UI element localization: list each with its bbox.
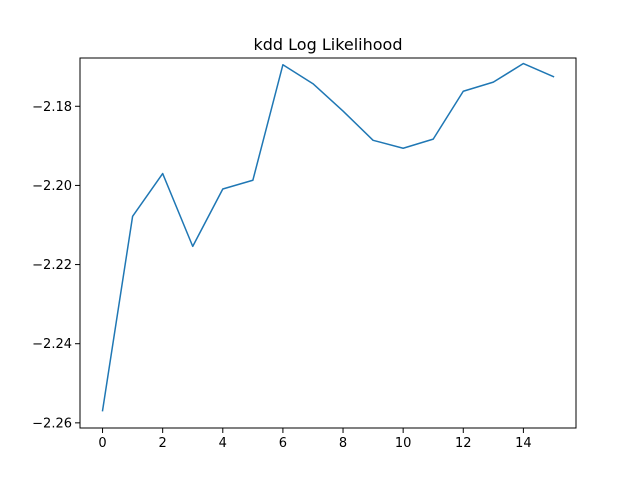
x-tick-label: 4 xyxy=(219,436,227,451)
x-tick-label: 12 xyxy=(455,436,472,451)
x-tick-label: 6 xyxy=(279,436,287,451)
plot-series-group xyxy=(101,62,555,412)
x-tick-label: 10 xyxy=(395,436,412,451)
y-tick-label: −2.26 xyxy=(32,416,72,431)
x-tick-label: 0 xyxy=(98,436,106,451)
x-tick-label: 8 xyxy=(339,436,347,451)
y-axis: −2.26 −2.24 −2.22 −2.20 −2.18 xyxy=(32,100,80,431)
x-tick-label: 2 xyxy=(159,436,167,451)
x-tick-label: 14 xyxy=(515,436,532,451)
y-tick-label: −2.20 xyxy=(32,179,72,194)
series-line xyxy=(101,62,555,412)
plot-frame xyxy=(79,57,577,429)
y-tick-label: −2.22 xyxy=(32,258,72,273)
x-axis: 0 2 4 6 8 10 12 14 xyxy=(98,428,532,451)
chart-title: kdd Log Likelihood xyxy=(254,35,403,54)
y-tick-label: −2.24 xyxy=(32,337,72,352)
y-tick-label: −2.18 xyxy=(32,100,72,115)
